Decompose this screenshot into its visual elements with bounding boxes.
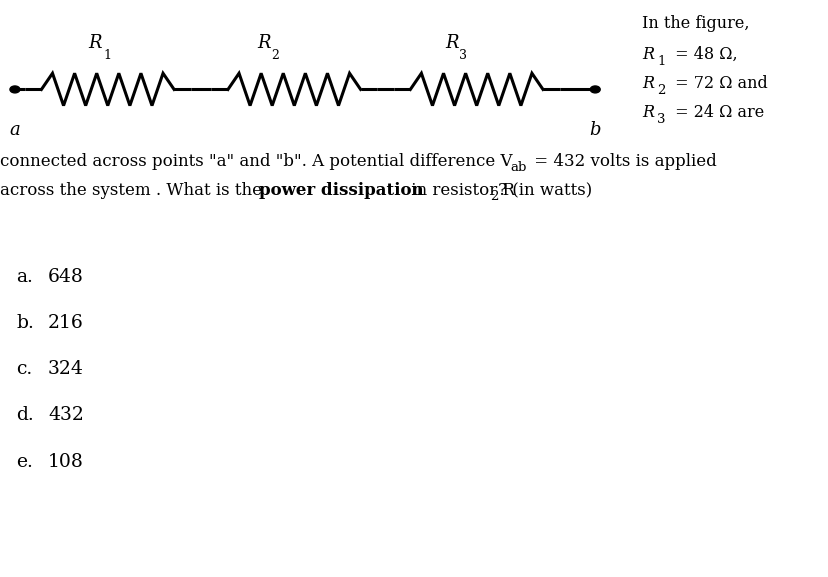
Text: ab: ab: [510, 161, 527, 174]
Text: c.: c.: [17, 360, 33, 379]
Text: = 24 Ω are: = 24 Ω are: [669, 104, 763, 121]
Text: R: R: [89, 34, 102, 52]
Text: 1: 1: [657, 55, 665, 68]
Text: in resistor R: in resistor R: [406, 182, 514, 199]
Text: 2: 2: [271, 49, 279, 62]
Text: = 432 volts is applied: = 432 volts is applied: [528, 153, 715, 170]
Text: 108: 108: [48, 452, 84, 471]
Text: 2: 2: [489, 190, 498, 203]
Text: 3: 3: [657, 113, 665, 126]
Text: b.: b.: [17, 314, 35, 332]
Text: = 48 Ω,: = 48 Ω,: [669, 46, 737, 63]
Text: b: b: [589, 121, 600, 139]
Text: R: R: [642, 46, 653, 63]
Text: ? (in watts): ? (in watts): [498, 182, 592, 199]
Text: 432: 432: [48, 406, 84, 425]
Text: 2: 2: [657, 84, 665, 97]
Text: 1: 1: [103, 49, 111, 62]
Text: d.: d.: [17, 406, 34, 425]
Text: 216: 216: [48, 314, 84, 332]
Text: a: a: [10, 121, 20, 139]
Text: In the figure,: In the figure,: [642, 14, 749, 32]
Text: a.: a.: [17, 268, 33, 286]
Circle shape: [590, 86, 599, 93]
Text: R: R: [257, 34, 270, 52]
Circle shape: [10, 86, 20, 93]
Text: R: R: [642, 104, 653, 121]
Text: power dissipation: power dissipation: [258, 182, 423, 199]
Text: 324: 324: [48, 360, 84, 379]
Text: e.: e.: [17, 452, 33, 471]
Text: = 72 Ω and: = 72 Ω and: [669, 75, 767, 92]
Text: 3: 3: [459, 49, 467, 62]
Text: across the system . What is the: across the system . What is the: [0, 182, 267, 199]
Text: 648: 648: [48, 268, 84, 286]
Text: R: R: [445, 34, 458, 52]
Text: connected across points "a" and "b". A potential difference V: connected across points "a" and "b". A p…: [0, 153, 512, 170]
Text: R: R: [642, 75, 653, 92]
